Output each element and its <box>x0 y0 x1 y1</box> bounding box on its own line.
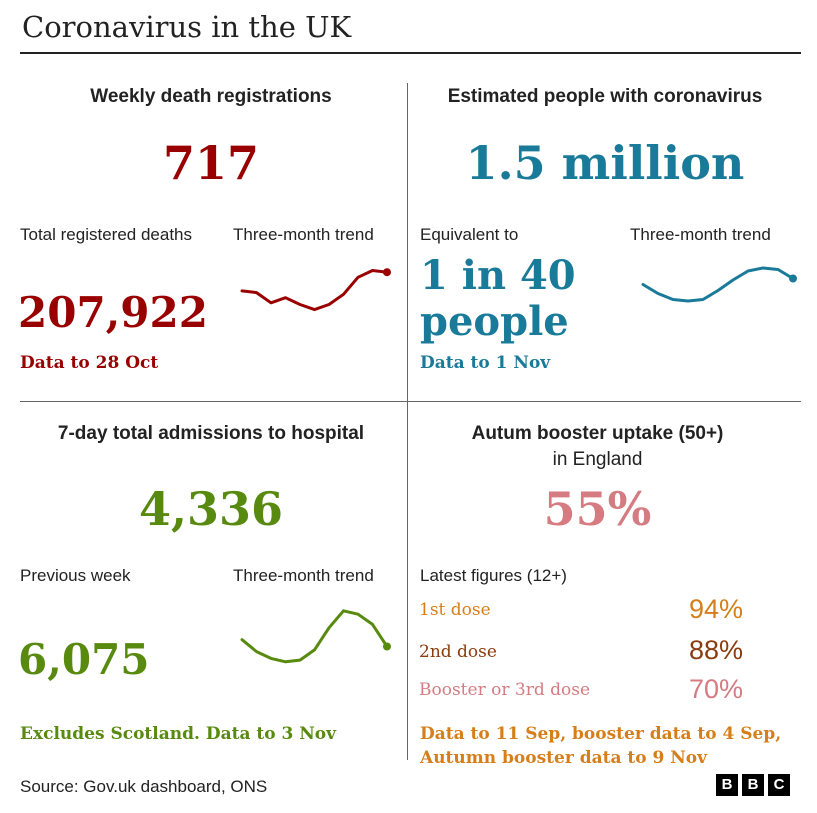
hospital-trend-endpoint <box>383 642 391 651</box>
dose-2-value: 88% <box>689 635 744 665</box>
booster-latest-label: Latest figures (12+) <box>420 566 567 585</box>
deaths-total-value: 207,922 <box>18 288 208 337</box>
deaths-trend-endpoint <box>383 268 391 277</box>
hospital-note: Excludes Scotland. Data to 3 Nov <box>20 724 336 744</box>
vertical-divider <box>407 83 408 760</box>
title-rule <box>20 52 801 54</box>
infections-trend-chart <box>641 266 797 303</box>
infections-value: 1.5 million <box>465 136 745 190</box>
booster-subheading: in England <box>552 449 643 470</box>
deaths-heading: Weekly death registrations <box>90 86 332 107</box>
hospital-trend-label: Three-month trend <box>233 566 374 585</box>
hospital-trend-line <box>240 609 389 664</box>
booster-note-line2: Autumn booster data to 9 Nov <box>420 748 708 768</box>
infections-equiv-label: Equivalent to <box>420 225 519 244</box>
infections-heading: Estimated people with coronavirus <box>447 86 763 107</box>
hospital-trend-chart <box>240 609 391 664</box>
bbc-logo-block: C <box>768 774 790 796</box>
bbc-logo-block: B <box>716 774 738 796</box>
hospital-value: 4,336 <box>138 482 284 536</box>
dose-1-label: 1st dose <box>419 600 491 620</box>
horizontal-divider <box>20 401 801 402</box>
deaths-note: Data to 28 Oct <box>20 353 159 373</box>
booster-value: 55% <box>543 482 652 536</box>
booster-heading: Autum booster uptake (50+) <box>471 423 724 444</box>
hospital-prev-value: 6,075 <box>18 635 150 684</box>
dose-2-label: 2nd dose <box>419 642 497 662</box>
deaths-trend-line <box>240 269 389 312</box>
deaths-value: 717 <box>162 136 260 190</box>
source-text: Source: Gov.uk dashboard, ONS <box>20 777 268 796</box>
dose-1-value: 94% <box>689 594 744 624</box>
deaths-trend-chart <box>240 268 391 312</box>
infections-trend-line <box>641 266 795 303</box>
infections-trend-label: Three-month trend <box>630 225 771 244</box>
hospital-heading: 7-day total admissions to hospital <box>57 423 365 444</box>
infections-equiv-line1: 1 in 40 <box>420 252 576 299</box>
booster-note-line1: Data to 11 Sep, booster data to 4 Sep, <box>420 724 782 744</box>
infections-equiv-line2: people <box>420 298 569 345</box>
dose-3-label: Booster or 3rd dose <box>419 680 591 700</box>
bbc-logo-block: B <box>742 774 764 796</box>
bbc-logo: B B C <box>716 774 790 796</box>
infections-trend-endpoint <box>789 274 797 283</box>
dose-3-value: 70% <box>689 674 744 704</box>
page-title: Coronavirus in the UK <box>22 10 352 44</box>
infections-note: Data to 1 Nov <box>420 353 551 373</box>
hospital-prev-label: Previous week <box>20 566 131 585</box>
deaths-trend-label: Three-month trend <box>233 225 374 244</box>
deaths-total-label: Total registered deaths <box>20 225 192 244</box>
